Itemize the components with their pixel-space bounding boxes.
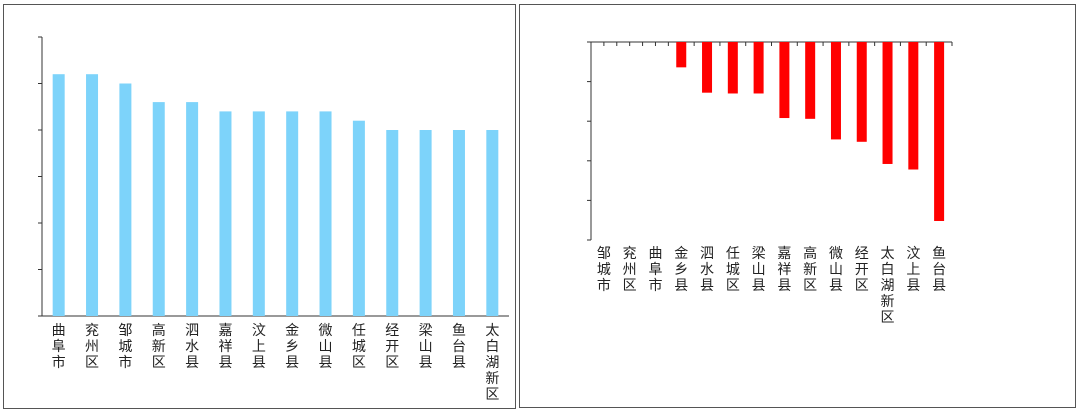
- x-category-label: 汶上县: [252, 322, 266, 371]
- x-category-label: 鱼台县: [932, 245, 946, 294]
- bar: [52, 74, 65, 316]
- days-bar-chart: 曲阜市 兖州区 邹城市 高新区 泗水县 嘉祥县 汶上县 金乡县 微山县 任城区 经开区 梁山县 鱼台县 太…: [38, 36, 509, 403]
- x-category-label: 兖州区: [85, 323, 99, 371]
- x-category-label: 高新区: [803, 245, 817, 294]
- bar: [753, 42, 764, 94]
- x-category-label: 高新区: [152, 322, 166, 371]
- x-category-label: 任城区: [352, 323, 366, 371]
- x-category-label: 太白湖新区: [881, 246, 895, 326]
- x-category-label: 梁山县: [419, 323, 433, 371]
- x-category-label: 梁山县: [752, 246, 766, 294]
- bar: [486, 130, 499, 316]
- bar: [152, 102, 165, 316]
- x-category-label: 兖州区: [623, 246, 637, 294]
- x-category-label: 微山县: [829, 246, 843, 294]
- bar: [352, 120, 365, 316]
- bar: [419, 130, 432, 316]
- improvement-bar-chart: 邹城市兖州区曲阜市金乡县泗水县任城区梁山县嘉祥县高新区微山县经开区太白湖新区汶上…: [587, 41, 953, 326]
- x-category-label: 嘉祥县: [777, 246, 791, 294]
- x-category-label: 经开区: [855, 246, 869, 294]
- bar: [908, 42, 919, 170]
- x-category-label: 泗水县: [185, 323, 199, 371]
- bar: [702, 42, 713, 93]
- days-chart-panel: 曲阜市 兖州区 邹城市 高新区 泗水县 嘉祥县 汶上县 金乡县 微山县 任城区 经开区 梁山县 鱼台县 太…: [3, 4, 516, 409]
- x-category-label: 邹城市: [118, 323, 132, 371]
- bar: [676, 42, 687, 68]
- bar: [386, 130, 399, 316]
- bar: [934, 42, 945, 221]
- x-category-label: 任城区: [726, 246, 740, 294]
- bar: [830, 42, 841, 140]
- improvement-chart-panel: 邹城市 兖州区 曲阜市 金乡县 泗水县 任城区 梁山县 嘉祥县 高新区 微山县 经开区 太白湖新区 汶上…: [519, 4, 1076, 408]
- x-category-label: 微山县: [319, 323, 333, 371]
- bar: [86, 74, 99, 316]
- x-category-label: 邹城市: [597, 246, 611, 294]
- bar: [286, 111, 299, 317]
- bar: [779, 42, 790, 119]
- x-category-label: 嘉祥县: [218, 323, 232, 371]
- x-category-label: 太白湖新区: [485, 323, 499, 403]
- bar: [856, 42, 867, 142]
- x-category-label: 汶上县: [906, 245, 920, 294]
- bar: [119, 83, 132, 316]
- x-category-label: 金乡县: [285, 323, 299, 371]
- x-category-label: 曲阜市: [52, 323, 66, 371]
- bar: [805, 42, 816, 119]
- x-category-label: 泗水县: [700, 246, 714, 294]
- bar: [452, 130, 465, 316]
- bar: [186, 102, 199, 316]
- bar: [252, 111, 265, 317]
- bar: [882, 42, 893, 164]
- bar: [319, 111, 332, 317]
- x-category-label: 曲阜市: [648, 246, 662, 294]
- x-category-label: 经开区: [385, 323, 399, 371]
- bar: [727, 42, 738, 94]
- bar: [219, 111, 232, 317]
- x-category-label: 鱼台县: [452, 322, 466, 371]
- x-category-label: 金乡县: [674, 246, 688, 294]
